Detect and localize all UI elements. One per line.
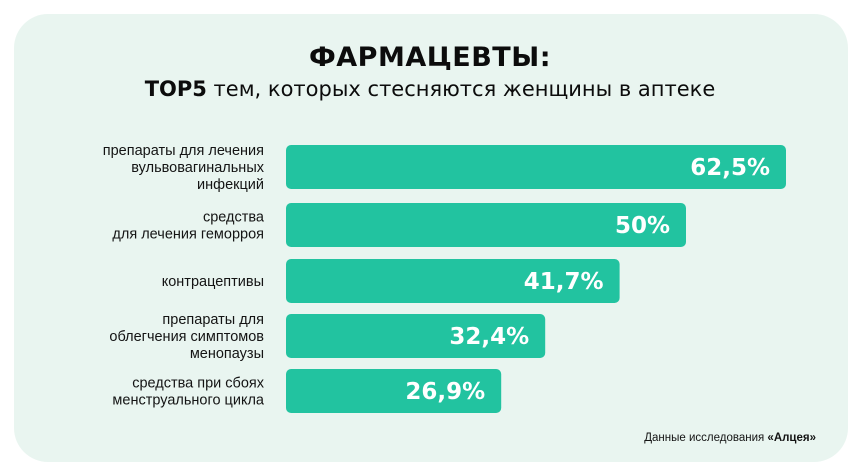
category-label-line: средства при сбоях — [132, 376, 265, 392]
bar-value-label-4: 32,4% — [449, 324, 529, 350]
page-title: ФАРМАЦЕВТЫ: — [309, 42, 551, 73]
category-label-line: облегчения симптомов — [109, 329, 264, 345]
bar-value-label-3: 41,7% — [524, 269, 604, 295]
source-footnote: Данные исследования «Алцея» — [644, 432, 816, 444]
page-subtitle: TOP5 тем, которых стесняются женщины в а… — [0, 77, 860, 101]
category-label-line: контрацептивы — [162, 274, 264, 290]
subtitle-top5: TOP5 — [144, 77, 207, 101]
category-label-line: препараты для лечения — [103, 143, 264, 159]
bar-4 — [286, 314, 546, 358]
category-label-1: препараты для лечения вульвовагинальных ин… — [103, 143, 265, 193]
category-label-4: препараты для облегчения симптомов менопау… — [109, 312, 264, 362]
category-label-5: средства при сбоях менструального цикла — [112, 376, 265, 409]
category-label-line: менопаузы — [190, 346, 264, 362]
bar-value-label-2: 50% — [615, 213, 670, 239]
category-label-line: инфекций — [197, 177, 264, 193]
category-label-2: средства для лечения геморроя — [112, 210, 264, 243]
footnote-prefix: Данные исследования — [644, 432, 768, 444]
bar-5 — [286, 369, 502, 413]
subtitle-text: тем, которых стесняются женщины в аптеке — [206, 77, 716, 101]
bar-2 — [286, 203, 686, 247]
footnote-source: «Алцея» — [767, 432, 816, 444]
category-label-line: менструального цикла — [112, 393, 265, 409]
bar-value-label-5: 26,9% — [405, 379, 485, 405]
bar-3 — [286, 259, 620, 303]
bar-1 — [286, 145, 786, 189]
category-label-line: вульвовагинальных — [131, 160, 264, 176]
category-label-3: контрацептивы — [162, 274, 264, 290]
category-label-line: препараты для — [162, 312, 264, 328]
category-label-line: для лечения геморроя — [112, 227, 264, 243]
bar-value-label-1: 62,5% — [690, 155, 770, 181]
category-label-line: средства — [203, 210, 265, 226]
